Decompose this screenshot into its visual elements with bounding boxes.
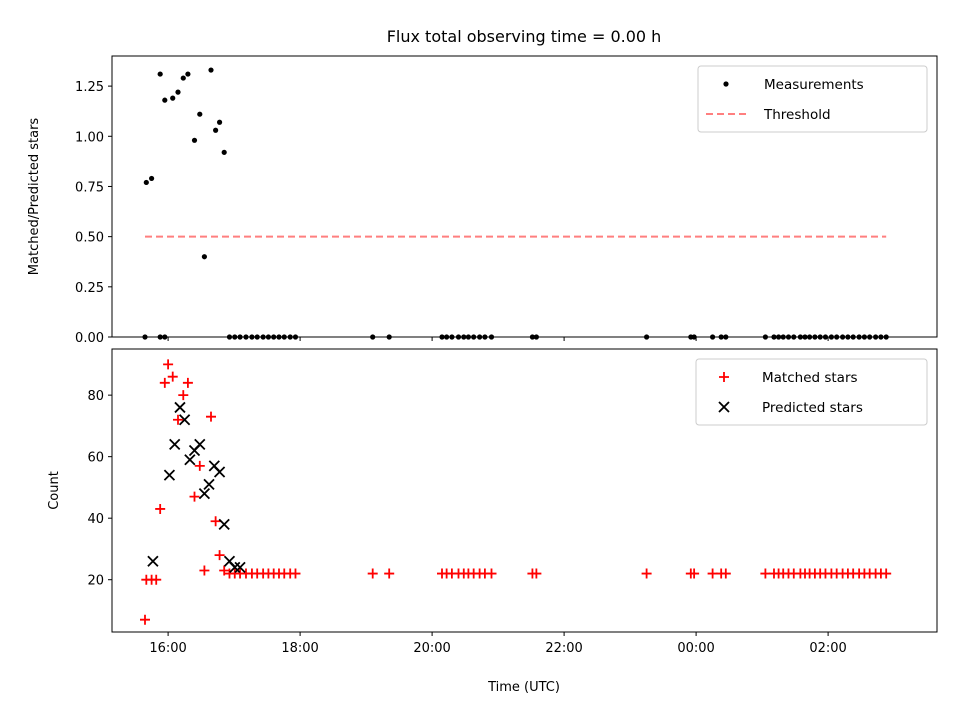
data-point	[229, 561, 241, 574]
y-tick-label: 60	[87, 451, 104, 466]
axes-frame	[111, 55, 938, 338]
data-point	[178, 414, 191, 426]
legend-box	[695, 358, 928, 426]
legend-label: Predicted stars	[762, 400, 863, 416]
y-tick-label: 1.00	[75, 130, 104, 145]
data-point	[167, 371, 178, 382]
data-point	[201, 254, 207, 260]
y-axis-label: Matched/Predicted stars	[27, 118, 42, 276]
data-point	[191, 137, 198, 143]
data-point	[149, 175, 155, 182]
data-point	[170, 95, 176, 101]
y-tick-label: 20	[87, 574, 104, 589]
data-point	[203, 478, 215, 490]
legend: Measurements Threshold	[697, 65, 928, 133]
count-panel: 16:00 18:00 20:00 22:00 00:00 02:00 20 40 60 80 Co…	[47, 348, 938, 656]
x-tick-label: 20:00	[413, 641, 450, 656]
data-point	[720, 568, 731, 579]
data-point	[486, 568, 497, 579]
data-point	[155, 503, 166, 514]
data-point	[182, 377, 193, 388]
legend-swatch	[719, 372, 729, 382]
data-point	[197, 111, 203, 117]
data-point	[162, 97, 168, 103]
data-point	[163, 469, 176, 481]
data-point	[178, 390, 189, 401]
data-point	[234, 561, 246, 574]
data-point	[198, 487, 211, 500]
y-tick-label: 0.75	[75, 180, 104, 195]
data-point	[219, 565, 230, 576]
data-point	[210, 516, 221, 527]
chart-title: Flux total observing time = 0.00 h	[387, 27, 662, 46]
x-tick-label: 16:00	[149, 641, 186, 656]
y-tick-label: 40	[87, 512, 104, 527]
data-point	[173, 414, 183, 425]
legend-swatch	[718, 401, 730, 413]
data-point	[169, 438, 181, 450]
data-point	[290, 568, 301, 579]
data-point	[214, 550, 225, 561]
legend-label: Threshold	[763, 107, 831, 123]
data-point	[206, 411, 216, 422]
axes-frame	[111, 348, 938, 633]
data-point	[180, 75, 186, 81]
legend-label: Matched stars	[762, 370, 858, 386]
legend: Matched stars Predicted stars	[695, 358, 928, 426]
y-tick-label: 0.25	[75, 281, 104, 296]
series-matched-stars	[140, 359, 892, 625]
data-point	[213, 466, 226, 478]
data-point	[159, 377, 170, 388]
data-point	[216, 119, 223, 125]
data-point	[689, 568, 700, 579]
y-tick-label: 80	[87, 389, 104, 404]
x-tick-label: 22:00	[545, 641, 582, 656]
legend-label: Measurements	[764, 77, 864, 93]
data-point	[194, 438, 206, 450]
data-point	[189, 491, 200, 502]
data-point	[163, 359, 174, 370]
data-point	[881, 568, 892, 579]
x-tick-label: 02:00	[809, 641, 846, 656]
data-point	[760, 568, 771, 579]
legend-box	[697, 65, 928, 133]
data-point	[384, 568, 395, 579]
legend-swatch	[723, 81, 729, 87]
ratio-panel: 0.00 0.25 0.50 0.75 1.00 1.25 Matched/Predicte…	[27, 55, 938, 346]
y-tick-label: 0.50	[75, 231, 104, 246]
data-point	[194, 460, 205, 471]
x-tick-label: 18:00	[281, 641, 318, 656]
data-point	[221, 149, 227, 155]
data-point	[218, 518, 230, 530]
data-point	[157, 71, 163, 77]
data-point	[184, 454, 196, 466]
x-tick-label: 00:00	[677, 641, 714, 656]
data-point	[641, 568, 652, 579]
y-tick-label: 1.25	[75, 80, 104, 95]
data-point	[213, 127, 219, 133]
data-point	[707, 568, 718, 579]
series-predicted-stars	[147, 401, 246, 574]
x-axis-label: Time (UTC)	[487, 680, 560, 695]
data-point	[208, 67, 214, 73]
data-point	[199, 565, 210, 576]
data-point	[175, 89, 181, 95]
data-point	[140, 614, 150, 625]
data-point	[147, 555, 159, 567]
data-point	[531, 568, 542, 579]
y-axis-label: Count	[47, 471, 62, 510]
data-point	[367, 568, 378, 579]
data-point	[185, 71, 191, 77]
data-point	[143, 179, 149, 186]
y-tick-label: 0.00	[75, 331, 104, 346]
data-point	[151, 574, 162, 585]
data-point	[174, 401, 186, 414]
